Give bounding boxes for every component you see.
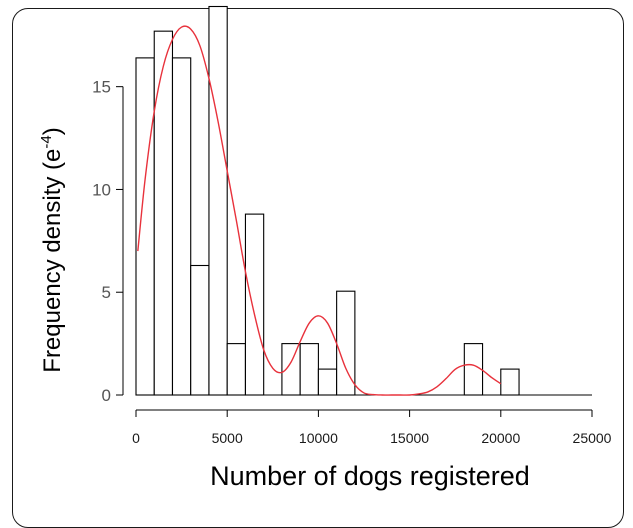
x-tick-label: 10000: [299, 430, 338, 446]
x-axis: 0 5000 10000 15000 20000 25000: [132, 409, 612, 446]
histogram-bar: [208, 5, 228, 396]
y-tick-label: 0: [102, 386, 111, 405]
y-axis: 0 5 10 15: [92, 78, 124, 405]
x-tick-label: 15000: [390, 430, 429, 446]
histogram-bar: [500, 368, 520, 396]
x-tick-label: 25000: [573, 430, 612, 446]
histogram-bar: [135, 57, 155, 396]
y-axis-title-superscript: -4: [38, 135, 55, 148]
histogram-bar: [171, 57, 192, 396]
x-axis-title: Number of dogs registered: [210, 461, 530, 491]
histogram-bar: [317, 368, 338, 396]
y-axis-title-close: ): [39, 127, 66, 135]
y-tick-label: 5: [102, 283, 111, 302]
histogram-bar: [281, 343, 301, 396]
histogram-bar: [190, 264, 210, 396]
bars-group: [135, 5, 592, 396]
histogram-bar: [226, 343, 246, 396]
y-axis-title-main: Frequency density (e: [39, 149, 66, 373]
chart-frame: [12, 8, 624, 528]
x-tick-label: 20000: [481, 430, 520, 446]
x-tick-label: 5000: [212, 430, 243, 446]
y-tick-label: 10: [92, 180, 111, 199]
y-axis-title: Frequency density (e-4): [38, 127, 66, 372]
density-curve: [137, 25, 502, 396]
histogram-bar: [244, 213, 265, 396]
histogram-chart: 0 5000 10000 15000 20000 25000 0 5 10 15 Number …: [38, 5, 612, 491]
histogram-bar: [153, 30, 174, 396]
y-tick-label: 15: [92, 78, 111, 97]
histogram-bar: [299, 343, 319, 396]
x-tick-label: 0: [132, 430, 140, 446]
